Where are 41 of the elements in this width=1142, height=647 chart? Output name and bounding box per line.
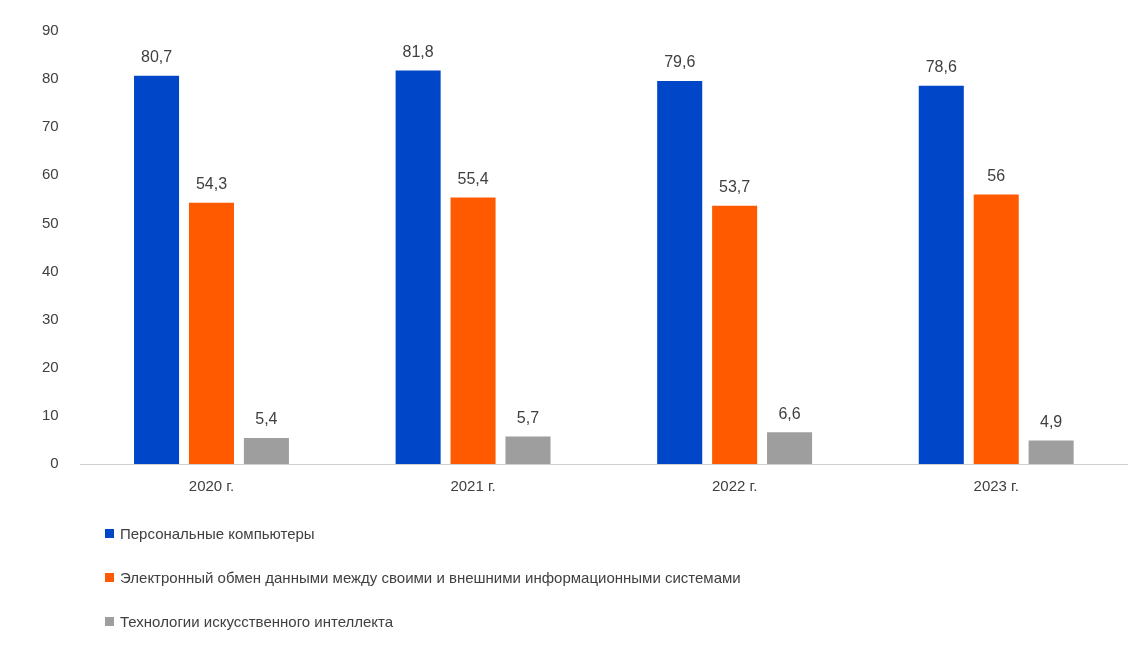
bar: [134, 75, 180, 464]
data-label: 5,4: [255, 410, 278, 428]
x-tick-label: 2023 г.: [973, 477, 1019, 495]
data-label: 56: [987, 166, 1006, 184]
x-tick-label: 2022 г.: [711, 477, 758, 495]
y-tick-label: 40: [42, 261, 59, 279]
legend-label: Электронный обмен данными между своими и внешними информационными системами: [120, 568, 741, 586]
data-label: 4,9: [1040, 412, 1063, 430]
bar: [450, 197, 496, 464]
data-label: 55,4: [457, 169, 489, 187]
y-tick-label: 60: [42, 165, 59, 183]
data-label: 53,7: [719, 178, 751, 196]
bar: [243, 438, 289, 464]
bar: [188, 202, 234, 464]
data-label: 54,3: [195, 175, 228, 193]
data-label: 6,6: [778, 404, 801, 422]
y-tick-label: 20: [42, 357, 59, 375]
legend-label: Технологии искусственного интеллекта: [120, 612, 394, 630]
bar: [505, 436, 551, 464]
y-tick-label: 10: [42, 406, 59, 424]
legend-label: Персональные компьютеры: [120, 524, 315, 542]
data-label: 78,6: [925, 58, 957, 76]
bar: [395, 70, 441, 464]
x-tick-label: 2021 г.: [450, 477, 496, 495]
bar: [973, 194, 1019, 464]
bar: [1028, 440, 1074, 464]
data-label: 79,6: [664, 53, 696, 71]
data-label: 5,7: [516, 408, 540, 426]
bar: [712, 205, 758, 464]
y-tick-label: 70: [42, 117, 59, 135]
y-tick-label: 90: [42, 21, 59, 39]
x-tick-label: 2020 г.: [188, 477, 235, 495]
bar: [657, 81, 703, 464]
y-tick-label: 80: [42, 69, 59, 87]
bar: [918, 85, 964, 464]
bar: [767, 432, 813, 464]
data-label: 80,7: [140, 48, 173, 66]
data-label: 81,8: [402, 42, 434, 60]
y-tick-label: 50: [42, 213, 59, 231]
y-tick-label: 30: [42, 309, 59, 327]
y-tick-label: 0: [50, 454, 59, 472]
